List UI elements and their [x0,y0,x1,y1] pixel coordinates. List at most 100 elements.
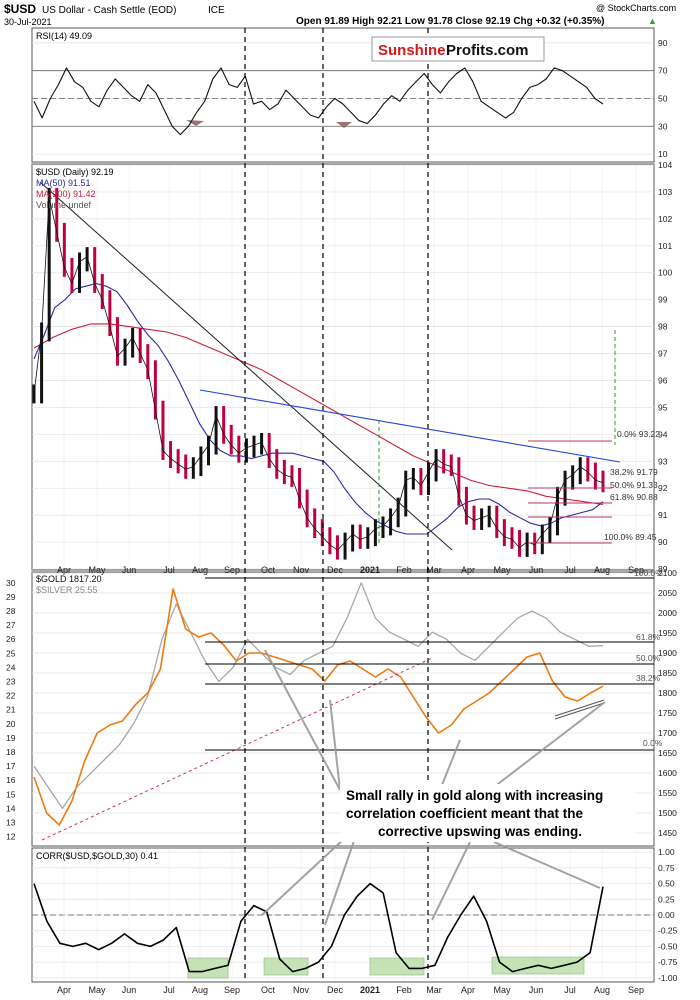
rsi-oversold-fills [186,120,352,128]
x-tick-label: Mar [426,565,442,575]
x-tick-label: May [88,985,106,995]
silver-axis-label: 13 [6,817,16,827]
correlation-low-zones [187,956,585,979]
silver-line [33,582,604,810]
rsi-oversold-fill [186,120,204,126]
panel-legends: RSI(14) 49.09 $USD (Daily) 92.19 MA(50) … [36,31,158,861]
y-tick-label: 90 [658,38,668,48]
watermark: @ StockCharts.com [596,3,676,13]
x-tick-label: 2021 [360,985,380,995]
y-tick-label: -0.75 [658,957,678,967]
silver-axis-label: 26 [6,634,16,644]
rsi-line [33,67,604,136]
x-tick-label: Jul [163,565,175,575]
silver-axis-label: 28 [6,606,16,616]
x-tick-label: Sep [628,565,644,575]
gold-fib-label: 100.0% [634,568,663,578]
silver-axis-label: 12 [6,832,16,842]
gold-fib-labels: 100.0% 61.8% 50.0% 38.2% 0.0% [634,568,663,748]
resistance-line [199,389,621,463]
ma200-legend: MA(200) 91.42 [36,189,96,199]
x-tick-label: Jun [529,565,544,575]
callout-arrow [261,837,346,916]
usd-panel-frame [31,163,655,571]
rsi-panel-frame [31,27,655,163]
x-tick-label: Aug [192,985,208,995]
x-tick-label: May [88,565,106,575]
x-tick-label: Jun [122,985,137,995]
ma50-legend: MA(50) 91.51 [36,178,91,188]
y-tick-label: 1850 [658,668,677,678]
callout-arrow [264,649,341,791]
x-tick-label: Dec [327,985,344,995]
x-tick-label: May [493,985,511,995]
silver-legend: $SILVER 25.55 [36,585,97,595]
fib-label: 38.2% 91.79 [610,467,658,477]
fib-label: 100.0% 89.45 [604,532,657,542]
y-tick-label: 1650 [658,748,677,758]
ma200-line [33,323,604,505]
fib-levels [528,440,612,544]
rsi-title: RSI(14) 49.09 [36,31,92,41]
y-tick-label: 0.25 [658,894,675,904]
y-tick-label: 10 [658,149,668,159]
x-tick-label: Jun [122,565,137,575]
y-tick-label: 98 [658,322,668,332]
y-tick-label: 70 [658,66,668,76]
y-tick-label: 93 [658,456,668,466]
sunshine-profits-logo: Sunshine Profits.com [371,36,545,62]
corr-title: CORR($USD,$GOLD,30) 0.41 [36,851,158,861]
x-tick-label: Apr [461,565,475,575]
y-tick-label: 101 [658,241,672,251]
gold-fib-label: 50.0% [636,653,661,663]
y-tick-label: 50 [658,93,668,103]
gridlines [32,42,654,981]
y-tick-label: 94 [658,429,668,439]
series-layer [32,67,605,973]
y-tick-label: -0.25 [658,926,678,936]
y-tick-label: 1700 [658,728,677,738]
x-tick-label: Nov [293,985,310,995]
fib-label: 61.8% 90.88 [610,492,658,502]
x-tick-label: Sep [628,985,644,995]
chart-header: $USD US Dollar - Cash Settle (EOD) ICE @… [4,2,676,27]
y-tick-label: 1800 [658,688,677,698]
x-tick-label: Jul [564,985,576,995]
y-tick-label: 102 [658,214,672,224]
y-tick-label: 2050 [658,588,677,598]
gold-line [33,588,604,826]
silver-axis-label: 15 [6,789,16,799]
silver-axis-label: 30 [6,578,16,588]
usd-annotations: 0.0% 93.22 38.2% 91.79 50.0% 91.33 61.8%… [39,181,660,551]
y-tick-label: 103 [658,187,672,197]
callout-arrow [489,701,606,791]
gold-fib-lines [205,577,654,751]
gold-annotations: 100.0% 61.8% 50.0% 38.2% 0.0% [41,568,663,841]
callout-arrows [261,649,606,926]
ma50-line [33,282,604,535]
x-tick-label: Sep [224,985,240,995]
annotation-line-3: corrective upswing was ending. [378,824,582,839]
y-tick-label: 2000 [658,608,677,618]
exchange-label: ICE [208,5,225,16]
y-tick-label: 0.75 [658,863,675,873]
callout-arrow [431,841,471,921]
x-tick-label: Aug [594,565,610,575]
silver-axis-label: 16 [6,775,16,785]
y-tick-label: 1750 [658,708,677,718]
axis-tick-labels: 10 30 50 70 90 89 90 91 92 93 94 95 96 97 98 99 100 101 10… [6,38,678,995]
y-tick-label: 1550 [658,788,677,798]
x-tick-label: Apr [57,565,71,575]
silver-axis-label: 22 [6,691,16,701]
x-tick-label: Feb [396,985,412,995]
silver-axis-label: 18 [6,747,16,757]
y-tick-label: 1950 [658,628,677,638]
rsi-oversold-fill [336,122,352,128]
x-tick-label: Apr [57,985,71,995]
gold-fib-label: 0.0% [643,738,663,748]
x-tick-label: Jul [163,985,175,995]
x-tick-label: Nov [293,565,310,575]
usd-title: $USD (Daily) 92.19 [36,167,114,177]
x-tick-label: Oct [261,565,276,575]
